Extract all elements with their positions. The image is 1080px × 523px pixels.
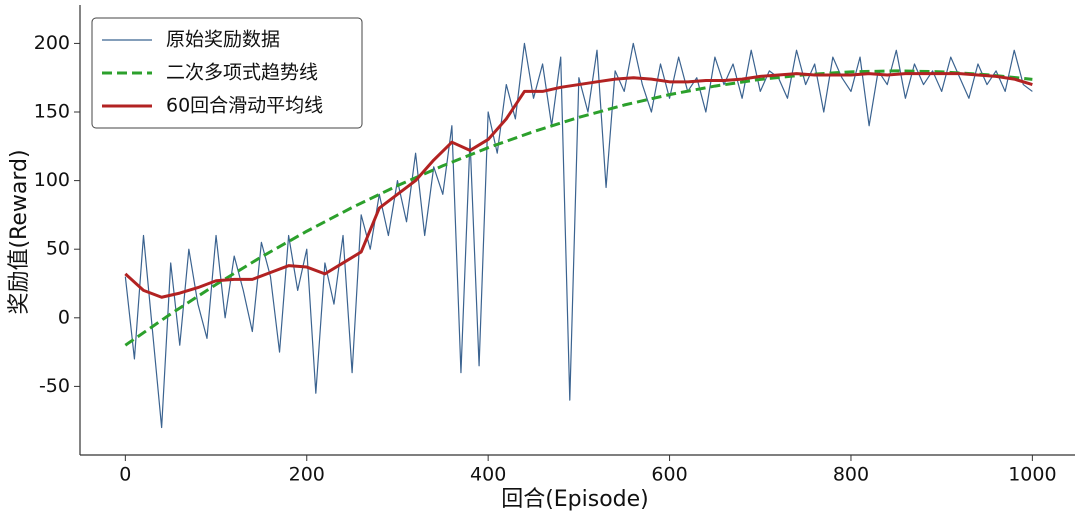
y-tick-label: 200 <box>34 32 70 54</box>
y-tick-label: -50 <box>39 375 70 397</box>
y-axis-label: 奖励值(Reward) <box>7 149 32 314</box>
series-line <box>124 69 1033 347</box>
x-tick-label: 600 <box>651 464 687 486</box>
legend-box <box>91 17 363 129</box>
y-tick-label: 100 <box>34 169 70 191</box>
legend-label: 60回合滑动平均线 <box>166 95 323 117</box>
x-tick-label: 400 <box>470 464 506 486</box>
y-tick-label: 0 <box>58 306 70 328</box>
y-tick-label: 50 <box>46 238 70 260</box>
x-tick-label: 1000 <box>1008 464 1056 486</box>
x-axis-label: 回合(Episode) <box>501 487 649 512</box>
y-tick-label: 150 <box>34 101 70 123</box>
x-tick-label: 0 <box>119 464 131 486</box>
x-tick-label: 800 <box>833 464 869 486</box>
x-tick-label: 200 <box>289 464 325 486</box>
legend-label: 二次多项式趋势线 <box>166 62 318 84</box>
legend-label: 原始奖励数据 <box>166 29 280 51</box>
series-line <box>124 72 1033 299</box>
